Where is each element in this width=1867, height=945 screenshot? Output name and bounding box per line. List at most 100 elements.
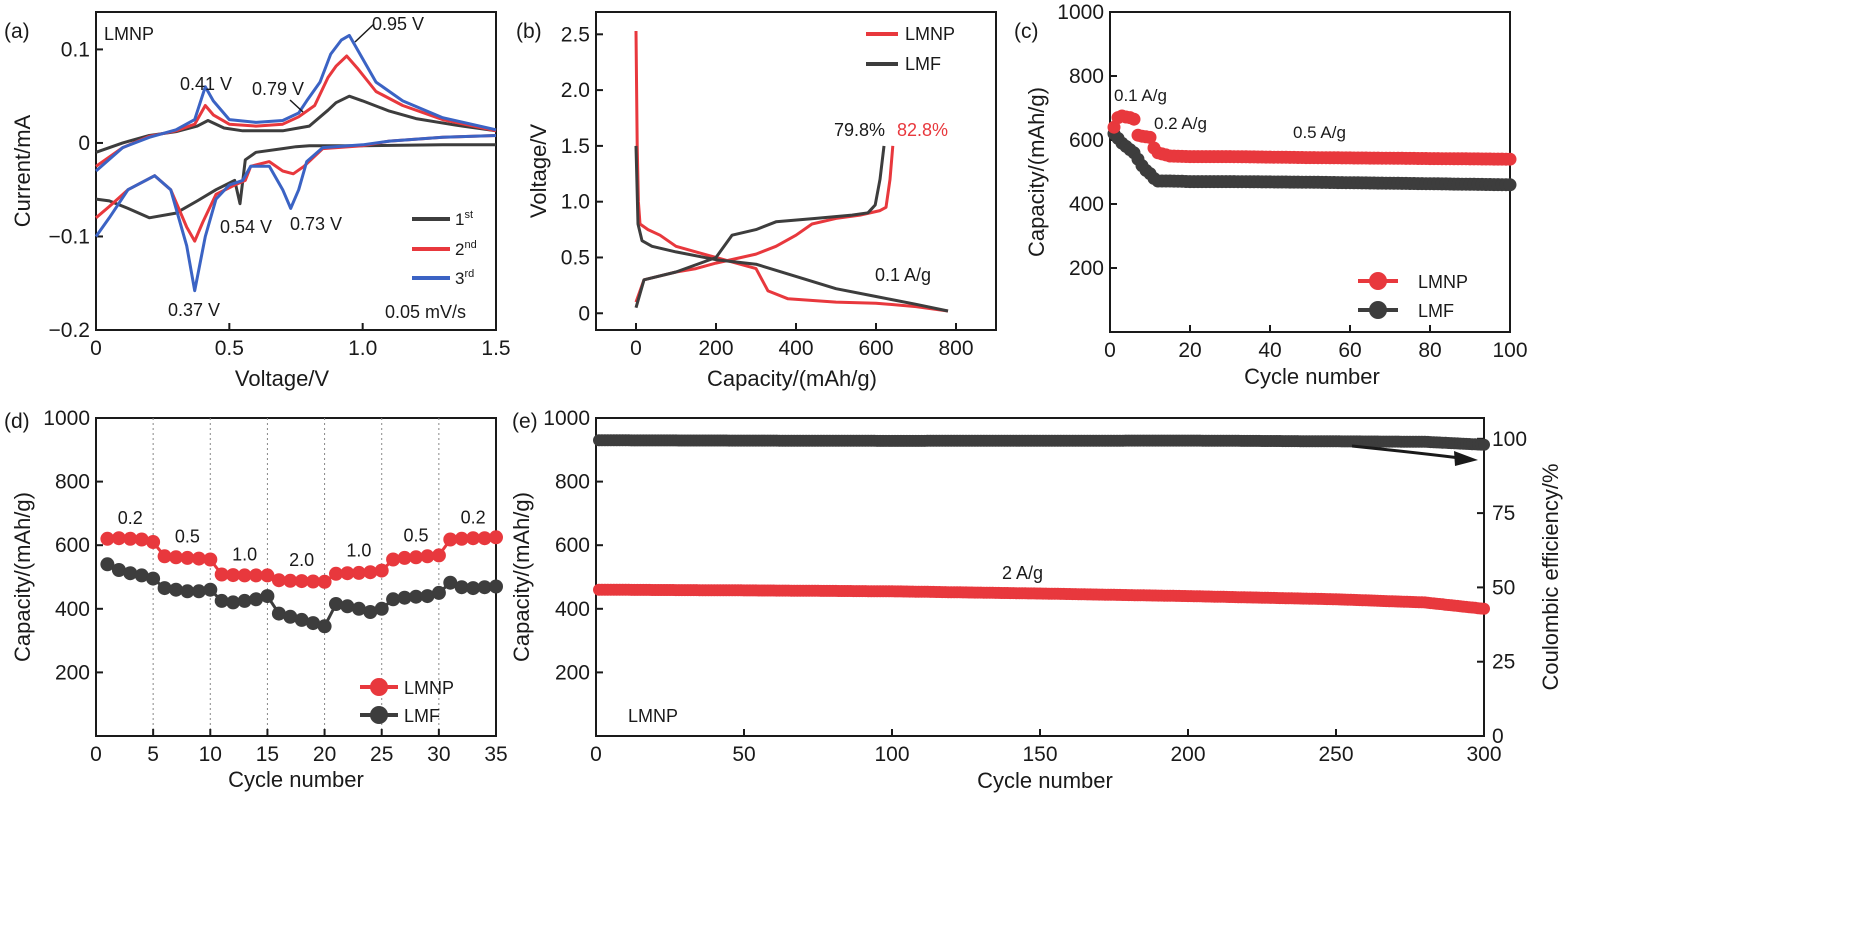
marker-lmf	[454, 580, 469, 595]
marker-lmnp	[1127, 112, 1141, 126]
legend-label-1st: 1st	[455, 209, 473, 229]
rate-label-c-3: 0.5 A/g	[1293, 123, 1346, 142]
legend-d: LMNP LMF	[360, 678, 454, 726]
marker-lmnp	[180, 550, 195, 565]
plot-frame-d	[95, 417, 497, 737]
panel-b: (b) 0 200 400 600 800 0 0.5 1.0 1.5 2.0 2.5 Capaci…	[516, 11, 997, 391]
y-tick-label: 600	[55, 534, 90, 557]
x-tick-label: 400	[778, 337, 813, 360]
ticks-b: 0 200 400 600 800 0 0.5 1.0 1.5 2.0 2.5	[561, 23, 974, 360]
xlabel-a: Voltage/V	[235, 366, 330, 391]
legend-marker-lmnp-c	[1369, 272, 1387, 290]
y-tick-label: 400	[55, 598, 90, 621]
y2-tick-label: 50	[1492, 576, 1515, 599]
marker-efficiency	[1478, 438, 1490, 451]
y-tick-label: 800	[555, 471, 590, 494]
peak-label-041: 0.41 V	[180, 74, 232, 94]
marker-lmnp	[157, 549, 172, 564]
rate-label-b: 0.1 A/g	[875, 265, 931, 285]
y-tick-label: −0.2	[49, 319, 90, 342]
marker-lmf	[203, 582, 218, 597]
y-tick-label: 400	[1069, 193, 1104, 216]
x-tick-label: 0	[1104, 339, 1116, 362]
marker-lmf	[317, 619, 332, 634]
marker-lmnp	[203, 552, 218, 567]
efficiency-lmf: 79.8%	[834, 120, 885, 140]
marker-lmnp	[237, 568, 252, 583]
rate-label: 2.0	[289, 550, 314, 570]
x-tick-label: 1.0	[348, 337, 377, 360]
marker-lmnp	[100, 531, 115, 546]
y-tick-label: 800	[1069, 65, 1104, 88]
legend-label-lmnp-d: LMNP	[404, 678, 454, 698]
panel-label-e: (e)	[512, 410, 538, 433]
marker-lmnp	[454, 531, 469, 546]
ticks-e: 0 50 100 150 200 250 300 200 400 600 800 1000 0 25 50 7…	[543, 407, 1527, 766]
x-tick-label: 100	[874, 743, 909, 766]
marker-lmf	[100, 557, 115, 572]
rate-label: 1.0	[232, 545, 257, 565]
marker-lmf	[329, 597, 343, 611]
marker-lmf	[386, 592, 401, 607]
legend-label-lmf-d: LMF	[404, 706, 440, 726]
rate-label-c-2: 0.2 A/g	[1154, 114, 1207, 133]
xlabel-c: Cycle number	[1244, 364, 1380, 389]
y-tick-label: 1.5	[561, 135, 590, 158]
legend-a: 1st 2nd 3rd	[412, 209, 477, 288]
x-tick-label: 800	[938, 337, 973, 360]
x-tick-label: 30	[427, 743, 450, 766]
marker-lmnp	[329, 566, 343, 581]
cv-charge-curve-3	[95, 33, 497, 173]
x-tick-label: 0.5	[215, 337, 244, 360]
marker-lmnp	[466, 531, 481, 546]
marker-lmnp	[283, 573, 298, 588]
marker-lmf	[249, 592, 263, 607]
ylabel-c: Capacity/(mAh/g)	[1024, 87, 1049, 257]
marker-lmnp	[443, 532, 458, 547]
legend-c: LMNP LMF	[1358, 272, 1468, 321]
x-tick-label: 0	[90, 743, 102, 766]
ticks-a: 0 0.5 1.0 1.5 −0.2 −0.1 0 0.1	[49, 38, 511, 360]
y-tick-label: 0	[578, 302, 590, 325]
marker-lmnp	[374, 563, 389, 578]
y-tick-label: 1000	[1057, 1, 1104, 24]
y-tick-label: 0.1	[61, 38, 90, 61]
marker-lmnp	[111, 531, 126, 546]
y2label-e: Coulombic efficiency/%	[1538, 463, 1563, 690]
legend-label-2nd: 2nd	[455, 239, 477, 259]
x-tick-label: 600	[858, 337, 893, 360]
trend-arrow-e	[1351, 444, 1461, 460]
panel-label-a: (a)	[4, 20, 30, 43]
marker-lmnp	[1503, 152, 1517, 166]
y-tick-label: 200	[55, 661, 90, 684]
cv-discharge-curve-1	[95, 143, 496, 220]
cv-curves-a	[94, 33, 497, 293]
y-tick-label: −0.1	[49, 225, 90, 248]
y-tick-label: 600	[555, 534, 590, 557]
legend-label-lmf-b: LMF	[905, 54, 941, 74]
marker-lmf	[397, 590, 412, 605]
x-tick-label: 100	[1492, 339, 1527, 362]
marker-lmf	[431, 585, 446, 600]
marker-lmf	[409, 589, 423, 604]
marker-lmnp	[351, 565, 366, 580]
x-tick-label: 35	[484, 743, 507, 766]
x-tick-label: 50	[732, 743, 755, 766]
marker-lmnp	[431, 548, 446, 563]
xlabel-e: Cycle number	[977, 768, 1113, 793]
x-tick-label: 0	[590, 743, 602, 766]
scan-rate-a: 0.05 mV/s	[385, 302, 466, 322]
marker-lmf	[180, 584, 195, 599]
marker-lmf	[260, 589, 275, 604]
x-tick-label: 10	[199, 743, 222, 766]
charge-curve-lmnp	[634, 145, 895, 303]
marker-lmnp	[397, 550, 412, 565]
marker-lmnp	[489, 530, 503, 545]
panel-label-c: (c)	[1014, 20, 1039, 43]
x-tick-label: 80	[1418, 339, 1441, 362]
ylabel-d: Capacity/(mAh/g)	[10, 492, 35, 662]
ticks-c: 0 20 40 60 80 100 200 400 600 800 1000	[1057, 1, 1527, 362]
x-tick-label: 15	[256, 743, 279, 766]
peak-label-095: 0.95 V	[372, 14, 424, 34]
legend-label-lmnp-b: LMNP	[905, 24, 955, 44]
